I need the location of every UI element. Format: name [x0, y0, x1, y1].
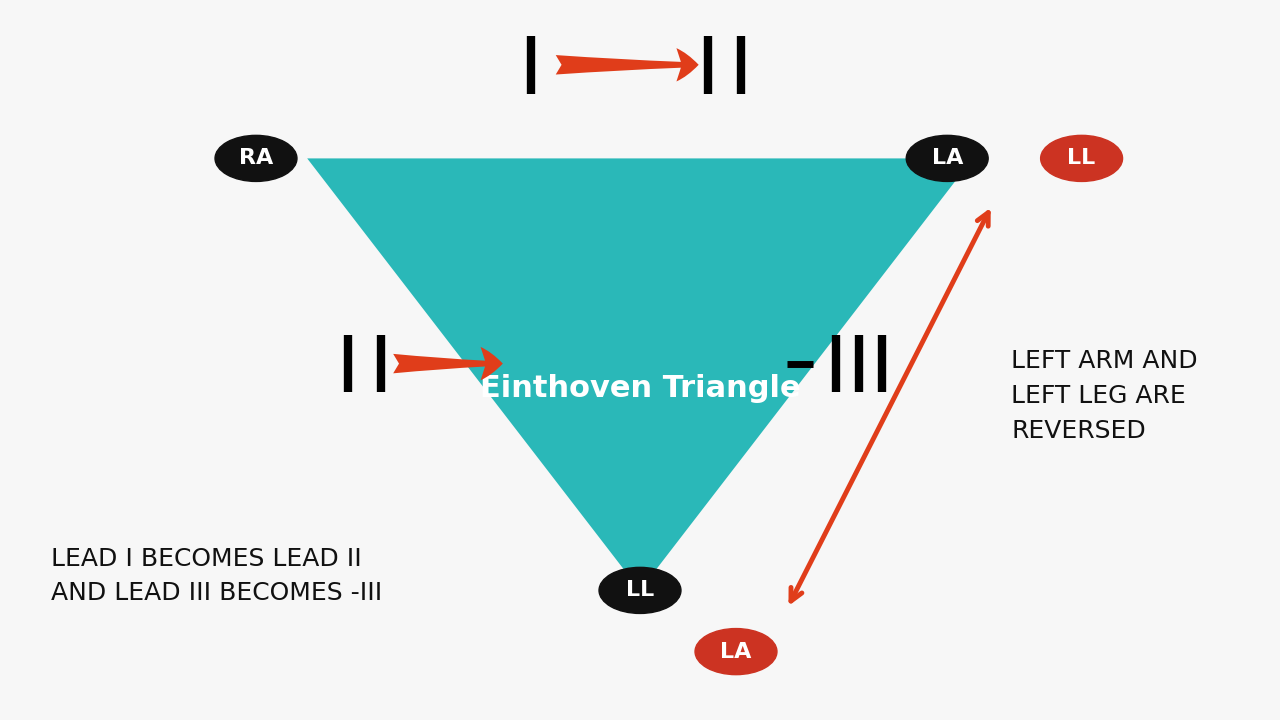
Text: LL: LL — [1068, 148, 1096, 168]
Text: LA: LA — [721, 642, 751, 662]
Text: LA: LA — [932, 148, 963, 168]
Circle shape — [215, 135, 297, 181]
Polygon shape — [307, 158, 973, 590]
Text: LEFT ARM AND
LEFT LEG ARE
REVERSED: LEFT ARM AND LEFT LEG ARE REVERSED — [1011, 348, 1198, 444]
Text: LEAD I BECOMES LEAD II
AND LEAD III BECOMES -III: LEAD I BECOMES LEAD II AND LEAD III BECO… — [51, 547, 383, 605]
Circle shape — [1041, 135, 1123, 181]
Circle shape — [695, 629, 777, 675]
Circle shape — [906, 135, 988, 181]
Circle shape — [599, 567, 681, 613]
Text: LL: LL — [626, 580, 654, 600]
Text: Einthoven Triangle: Einthoven Triangle — [480, 374, 800, 403]
Text: RA: RA — [239, 148, 273, 168]
